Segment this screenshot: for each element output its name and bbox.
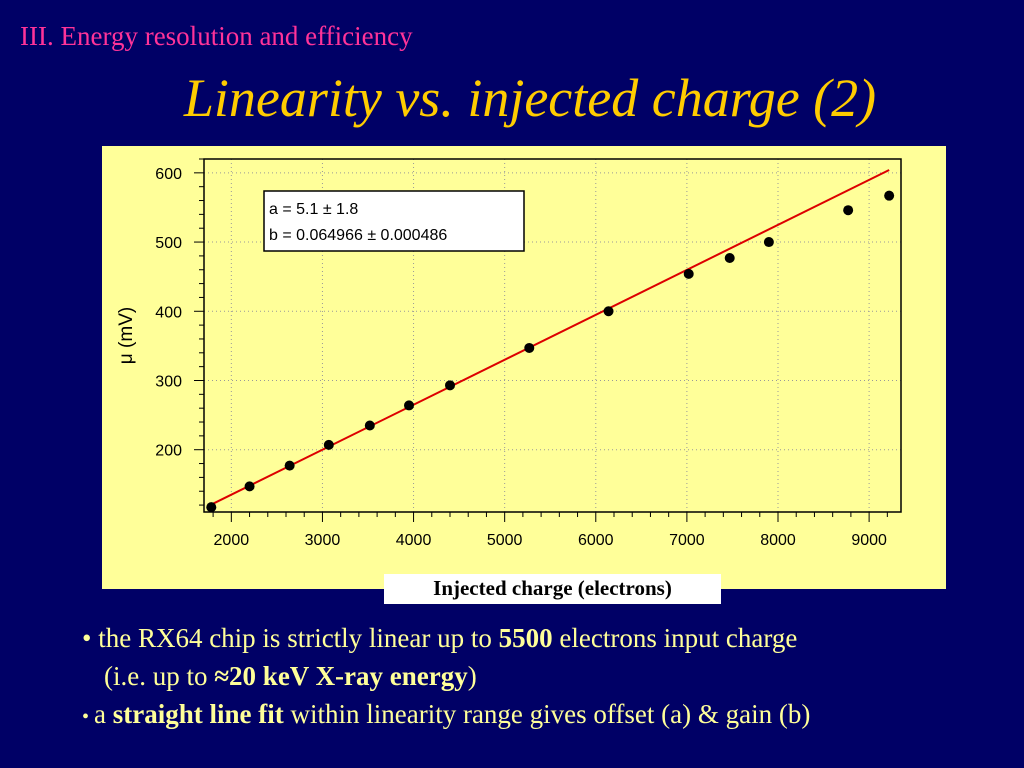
data-point <box>603 306 614 317</box>
x-tick-label: 5000 <box>487 532 523 549</box>
data-point <box>364 420 375 431</box>
y-tick-label: 200 <box>155 443 182 460</box>
y-tick-label: 400 <box>155 304 182 321</box>
data-point <box>284 460 295 471</box>
chart-panel: 2000 3000 4000 5000 6000 7000 8000 9000 200 300 40… <box>102 146 946 589</box>
x-axis-label: Injected charge (electrons) <box>384 574 721 604</box>
x-tick-label: 7000 <box>669 532 705 549</box>
y-tick-label: 600 <box>155 166 182 183</box>
data-point <box>445 380 455 391</box>
bullet-1-line2-post: ) <box>467 661 477 691</box>
data-point <box>244 481 255 492</box>
bullet-1-post: electrons input charge <box>552 623 798 653</box>
bullet-1: • the RX64 chip is strictly linear up to… <box>82 619 1012 657</box>
bullet-2-dot: • <box>82 706 95 728</box>
y-tick-label: 300 <box>155 373 182 390</box>
data-point <box>323 439 334 450</box>
bullet-1-pre: • the RX64 chip is strictly linear up to <box>82 623 499 653</box>
fit-params-box <box>263 190 525 252</box>
data-point <box>683 268 694 279</box>
plot-frame <box>203 158 902 513</box>
x-tick-label: 6000 <box>578 532 614 549</box>
x-tick-label: 8000 <box>760 532 796 549</box>
x-tick-label: 2000 <box>214 532 250 549</box>
bullet-list: • the RX64 chip is strictly linear up to… <box>82 619 1012 736</box>
x-tick-label: 4000 <box>396 532 432 549</box>
data-point <box>884 190 895 201</box>
x-tick-label: 9000 <box>851 532 887 549</box>
section-heading: III. Energy resolution and efficiency <box>20 21 413 51</box>
y-tick-label: 500 <box>155 235 182 252</box>
bullet-2-bold: straight line fit <box>112 699 284 729</box>
data-point <box>763 237 774 248</box>
linearity-chart: 2000 3000 4000 5000 6000 7000 8000 9000 200 300 40… <box>116 158 902 549</box>
fit-line <box>210 169 890 506</box>
bullet-2-post: within linearity range gives offset (a) … <box>283 699 811 729</box>
bullet-1-line2-bold: ≈20 keV X-ray energy <box>214 661 468 691</box>
fit-param-a: a = 5.1 ± 1.8 <box>269 201 358 218</box>
bullet-1-line2-pre: (i.e. up to <box>104 661 215 691</box>
data-point <box>206 502 217 513</box>
bullet-1-bold: 5500 <box>498 623 553 653</box>
data-point <box>843 205 854 216</box>
x-tick-label: 3000 <box>305 532 341 549</box>
bullet-1-continuation: (i.e. up to ≈20 keV X-ray energy) <box>82 657 1012 695</box>
bullet-2-pre: a <box>94 699 113 729</box>
slide-title: Linearity vs. injected charge (2) <box>183 68 877 128</box>
data-point <box>524 342 535 353</box>
data-point <box>724 252 735 263</box>
fit-param-b: b = 0.064966 ± 0.000486 <box>269 227 447 244</box>
bullet-2: • a straight line fit within linearity r… <box>82 695 1012 736</box>
y-axis-label: μ (mV) <box>116 307 137 364</box>
data-point <box>404 400 414 411</box>
